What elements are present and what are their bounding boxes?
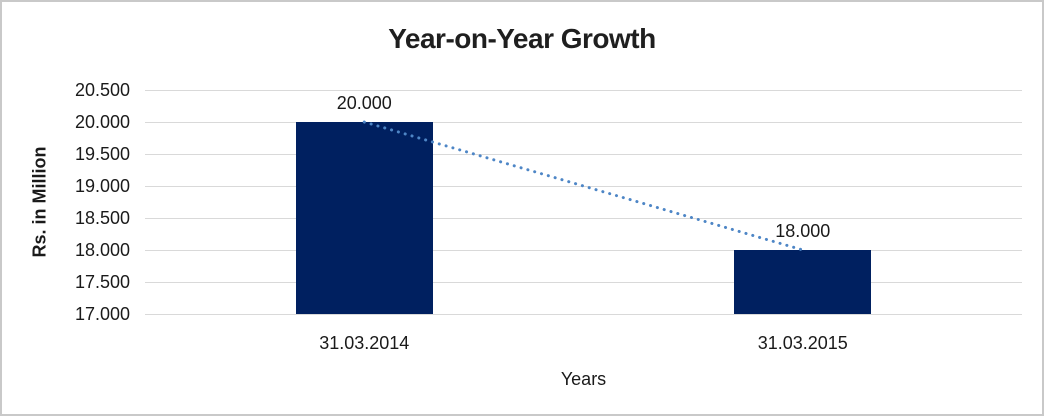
- y-tick-label: 17.500: [74, 272, 130, 292]
- bar-data-label: 18.000: [775, 221, 831, 241]
- y-tick-label: 19.000: [74, 176, 130, 196]
- gridline: [145, 314, 1022, 315]
- trendline-path: [362, 120, 805, 252]
- y-tick-label: 19.500: [74, 144, 130, 164]
- x-axis-title: Years: [560, 369, 607, 389]
- y-axis-tick-labels: 20.500 20.000 19.500 19.000 18.500 18.000 17.5…: [20, 80, 130, 324]
- gridline: [145, 250, 1022, 251]
- y-tick-label: 18.500: [74, 208, 130, 228]
- y-tick-label: 18.000: [74, 240, 130, 260]
- gridline: [145, 218, 1022, 219]
- gridline: [145, 282, 1022, 283]
- chart-title: Year-on-Year Growth: [388, 23, 656, 54]
- gridline: [145, 90, 1022, 91]
- trendline: [362, 120, 805, 252]
- plot-area: 20.000 31.03.2014 18.000 31.03.2015: [145, 90, 1022, 353]
- bar: [295, 122, 433, 314]
- x-category-label: 31.03.2015: [757, 333, 848, 353]
- gridline: [145, 122, 1022, 123]
- bar-data-label: 20.000: [336, 93, 392, 113]
- y-tick-label: 17.000: [74, 304, 130, 324]
- bar: [734, 250, 872, 314]
- y-tick-label: 20.500: [74, 80, 130, 100]
- gridline: [145, 154, 1022, 155]
- y-tick-label: 20.000: [74, 112, 130, 132]
- x-category-label: 31.03.2014: [319, 333, 410, 353]
